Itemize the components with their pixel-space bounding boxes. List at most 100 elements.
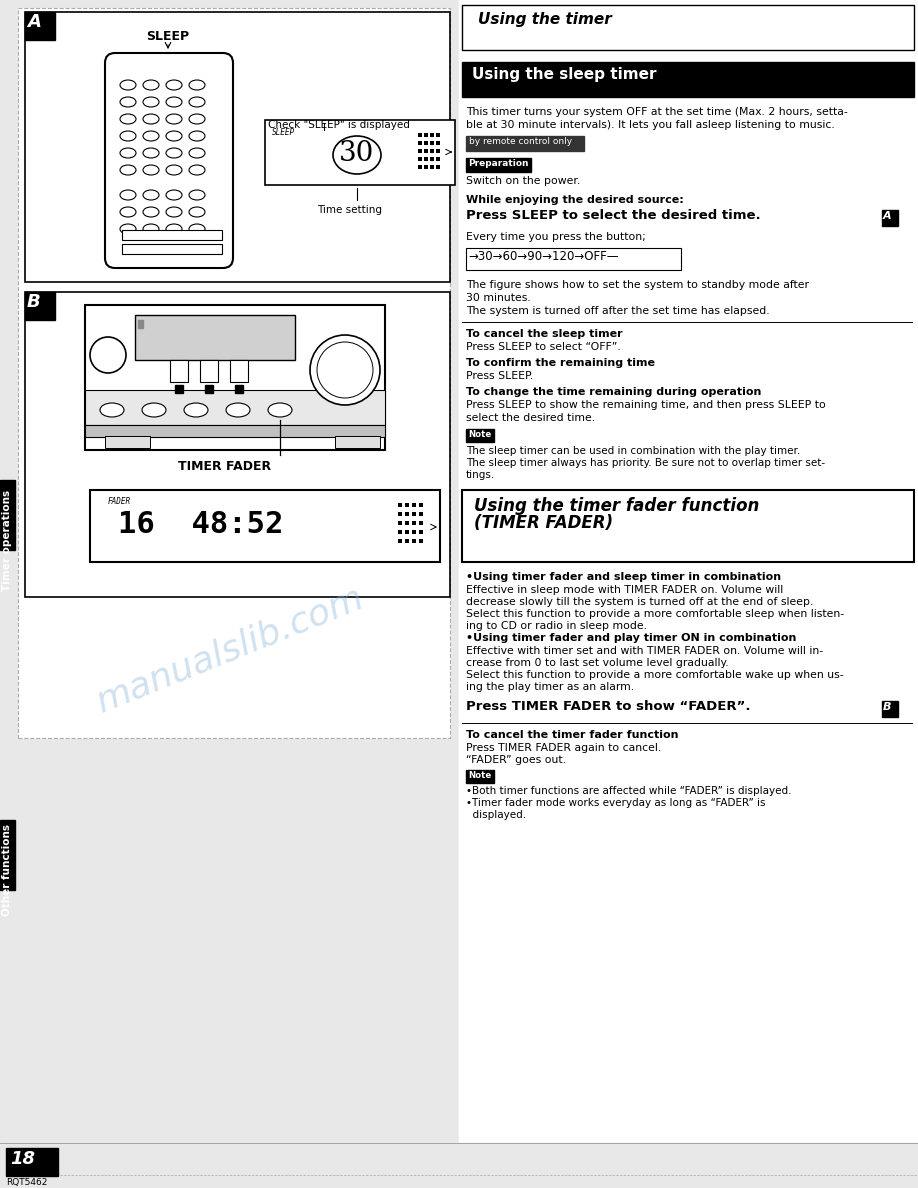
Ellipse shape (120, 165, 136, 175)
Text: While enjoying the desired source:: While enjoying the desired source: (466, 195, 684, 206)
Ellipse shape (189, 165, 205, 175)
Bar (882, 210, 898, 226)
Text: The figure shows how to set the system to standby mode after: The figure shows how to set the system t… (466, 280, 809, 290)
Text: B: B (27, 293, 40, 311)
Ellipse shape (189, 131, 205, 141)
Ellipse shape (120, 190, 136, 200)
Ellipse shape (166, 97, 182, 107)
Ellipse shape (226, 403, 250, 417)
Text: Timer operations: Timer operations (2, 489, 12, 590)
Ellipse shape (189, 148, 205, 158)
Bar (466, 248, 681, 270)
Bar (230, 360, 248, 383)
Text: crease from 0 to last set volume level gradually.: crease from 0 to last set volume level g… (466, 658, 729, 668)
Text: Every time you press the button;: Every time you press the button; (466, 232, 645, 242)
Text: The sleep timer can be used in combination with the play timer.: The sleep timer can be used in combinati… (466, 446, 800, 456)
Text: A: A (883, 211, 891, 221)
Bar (135, 315, 295, 360)
Ellipse shape (100, 403, 124, 417)
Text: To confirm the remaining time: To confirm the remaining time (466, 358, 655, 368)
Bar (882, 701, 898, 718)
Ellipse shape (143, 114, 159, 124)
Bar (25, 12, 450, 282)
Ellipse shape (120, 97, 136, 107)
Ellipse shape (166, 190, 182, 200)
Bar (122, 230, 222, 240)
Text: tings.: tings. (466, 470, 495, 480)
Ellipse shape (143, 97, 159, 107)
Bar (205, 385, 213, 393)
Text: Press TIMER FADER to show “FADER”.: Press TIMER FADER to show “FADER”. (466, 700, 756, 713)
Bar (462, 489, 914, 562)
Text: select the desired time.: select the desired time. (466, 413, 595, 423)
Ellipse shape (120, 207, 136, 217)
Bar (459, 0, 918, 1188)
Text: Preparation: Preparation (468, 159, 529, 168)
Text: RQT5462: RQT5462 (6, 1178, 48, 1187)
Ellipse shape (166, 225, 182, 234)
Text: Other functions: Other functions (2, 824, 12, 916)
Bar (6, 1148, 58, 1176)
Ellipse shape (143, 165, 159, 175)
Text: TIMER FADER: TIMER FADER (178, 460, 272, 473)
Text: A: A (27, 13, 41, 31)
Ellipse shape (189, 97, 205, 107)
Text: SLEEP: SLEEP (272, 128, 295, 137)
Bar (85, 390, 385, 425)
Ellipse shape (120, 114, 136, 124)
Bar (466, 770, 494, 783)
Ellipse shape (120, 148, 136, 158)
Text: “FADER” goes out.: “FADER” goes out. (466, 756, 566, 765)
Bar (466, 135, 584, 151)
Bar (235, 385, 243, 393)
Text: 30 minutes.: 30 minutes. (466, 293, 531, 303)
Text: The sleep timer always has priority. Be sure not to overlap timer set-: The sleep timer always has priority. Be … (466, 459, 825, 468)
Ellipse shape (166, 207, 182, 217)
Text: ble at 30 minute intervals). It lets you fall asleep listening to music.: ble at 30 minute intervals). It lets you… (466, 120, 834, 129)
Ellipse shape (189, 190, 205, 200)
Bar (170, 360, 188, 383)
Text: Note: Note (468, 771, 491, 781)
Text: To cancel the sleep timer: To cancel the sleep timer (466, 329, 622, 339)
Bar (0, 1143, 918, 1188)
Circle shape (90, 337, 126, 373)
Bar (18, 8, 450, 738)
Bar (466, 429, 494, 442)
Text: Effective with timer set and with TIMER FADER on. Volume will in-: Effective with timer set and with TIMER … (466, 646, 823, 656)
Bar (85, 425, 385, 437)
Ellipse shape (143, 148, 159, 158)
Text: Press TIMER FADER again to cancel.: Press TIMER FADER again to cancel. (466, 742, 661, 753)
Ellipse shape (166, 131, 182, 141)
Ellipse shape (166, 165, 182, 175)
Text: Select this function to provide a more comfortable wake up when us-: Select this function to provide a more c… (466, 670, 844, 680)
Text: The system is turned off after the set time has elapsed.: The system is turned off after the set t… (466, 307, 769, 316)
Bar (138, 320, 143, 328)
Text: Effective in sleep mode with TIMER FADER on. Volume will: Effective in sleep mode with TIMER FADER… (466, 584, 783, 595)
Text: 18: 18 (10, 1150, 35, 1168)
Text: by remote control only: by remote control only (469, 137, 572, 146)
Bar (335, 436, 380, 448)
Text: •Timer fader mode works everyday as long as “FADER” is: •Timer fader mode works everyday as long… (466, 798, 766, 808)
Text: Switch on the power.: Switch on the power. (466, 176, 580, 187)
Text: •Using timer fader and play timer ON in combination: •Using timer fader and play timer ON in … (466, 633, 797, 643)
Ellipse shape (189, 80, 205, 90)
Text: Check "SLEEP" is displayed: Check "SLEEP" is displayed (268, 120, 409, 129)
Ellipse shape (189, 207, 205, 217)
Bar (0, 0, 459, 1188)
Ellipse shape (120, 80, 136, 90)
Text: Press SLEEP to select “OFF”.: Press SLEEP to select “OFF”. (466, 342, 621, 352)
Bar (25, 292, 55, 320)
Ellipse shape (120, 225, 136, 234)
Circle shape (310, 335, 380, 405)
Text: Note: Note (468, 430, 491, 440)
Bar (462, 62, 914, 97)
Ellipse shape (143, 225, 159, 234)
Text: Press SLEEP.: Press SLEEP. (466, 371, 533, 381)
Ellipse shape (189, 225, 205, 234)
Ellipse shape (143, 131, 159, 141)
Text: FADER: FADER (108, 497, 131, 506)
Bar (18, 8, 450, 738)
Text: B: B (883, 702, 891, 712)
Ellipse shape (120, 131, 136, 141)
Bar (265, 120, 455, 185)
